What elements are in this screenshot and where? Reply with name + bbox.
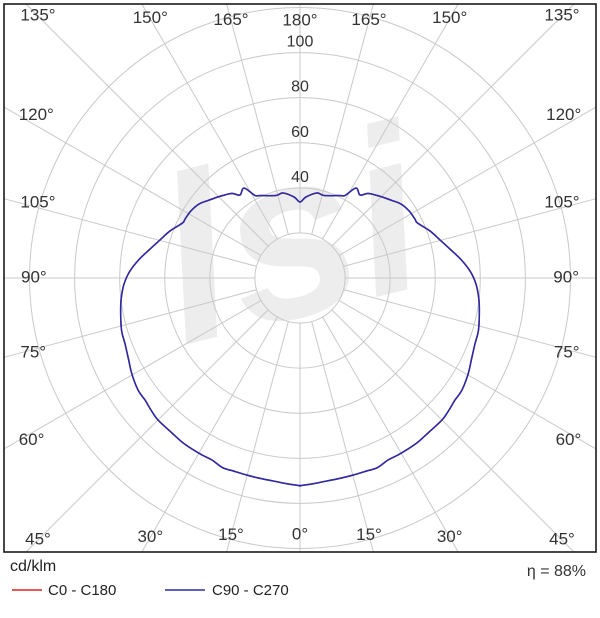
svg-text:135°: 135° <box>20 5 55 24</box>
svg-text:120°: 120° <box>546 105 581 124</box>
svg-text:75°: 75° <box>554 342 580 361</box>
svg-text:80: 80 <box>291 79 309 96</box>
svg-text:C0 - C180: C0 - C180 <box>48 582 116 599</box>
svg-text:60: 60 <box>291 124 309 141</box>
svg-text:lsi: lsi <box>131 74 453 394</box>
svg-text:165°: 165° <box>213 10 248 29</box>
svg-text:40: 40 <box>291 169 309 186</box>
svg-text:180°: 180° <box>282 10 317 29</box>
svg-text:105°: 105° <box>20 193 55 212</box>
svg-text:0°: 0° <box>292 524 308 543</box>
svg-text:60°: 60° <box>556 430 582 449</box>
svg-text:30°: 30° <box>137 527 163 546</box>
svg-text:15°: 15° <box>218 525 244 544</box>
svg-text:75°: 75° <box>20 342 46 361</box>
svg-text:135°: 135° <box>544 5 579 24</box>
svg-text:150°: 150° <box>432 8 467 27</box>
svg-text:45°: 45° <box>25 529 51 548</box>
svg-text:60°: 60° <box>19 430 45 449</box>
svg-text:45°: 45° <box>549 529 575 548</box>
svg-text:100: 100 <box>287 34 314 51</box>
svg-text:90°: 90° <box>553 267 579 286</box>
svg-text:165°: 165° <box>351 10 386 29</box>
svg-text:90°: 90° <box>21 267 47 286</box>
svg-text:105°: 105° <box>544 193 579 212</box>
svg-text:15°: 15° <box>356 525 382 544</box>
svg-text:30°: 30° <box>437 527 463 546</box>
svg-text:C90 - C270: C90 - C270 <box>212 582 289 599</box>
svg-text:150°: 150° <box>133 8 168 27</box>
svg-text:120°: 120° <box>19 105 54 124</box>
